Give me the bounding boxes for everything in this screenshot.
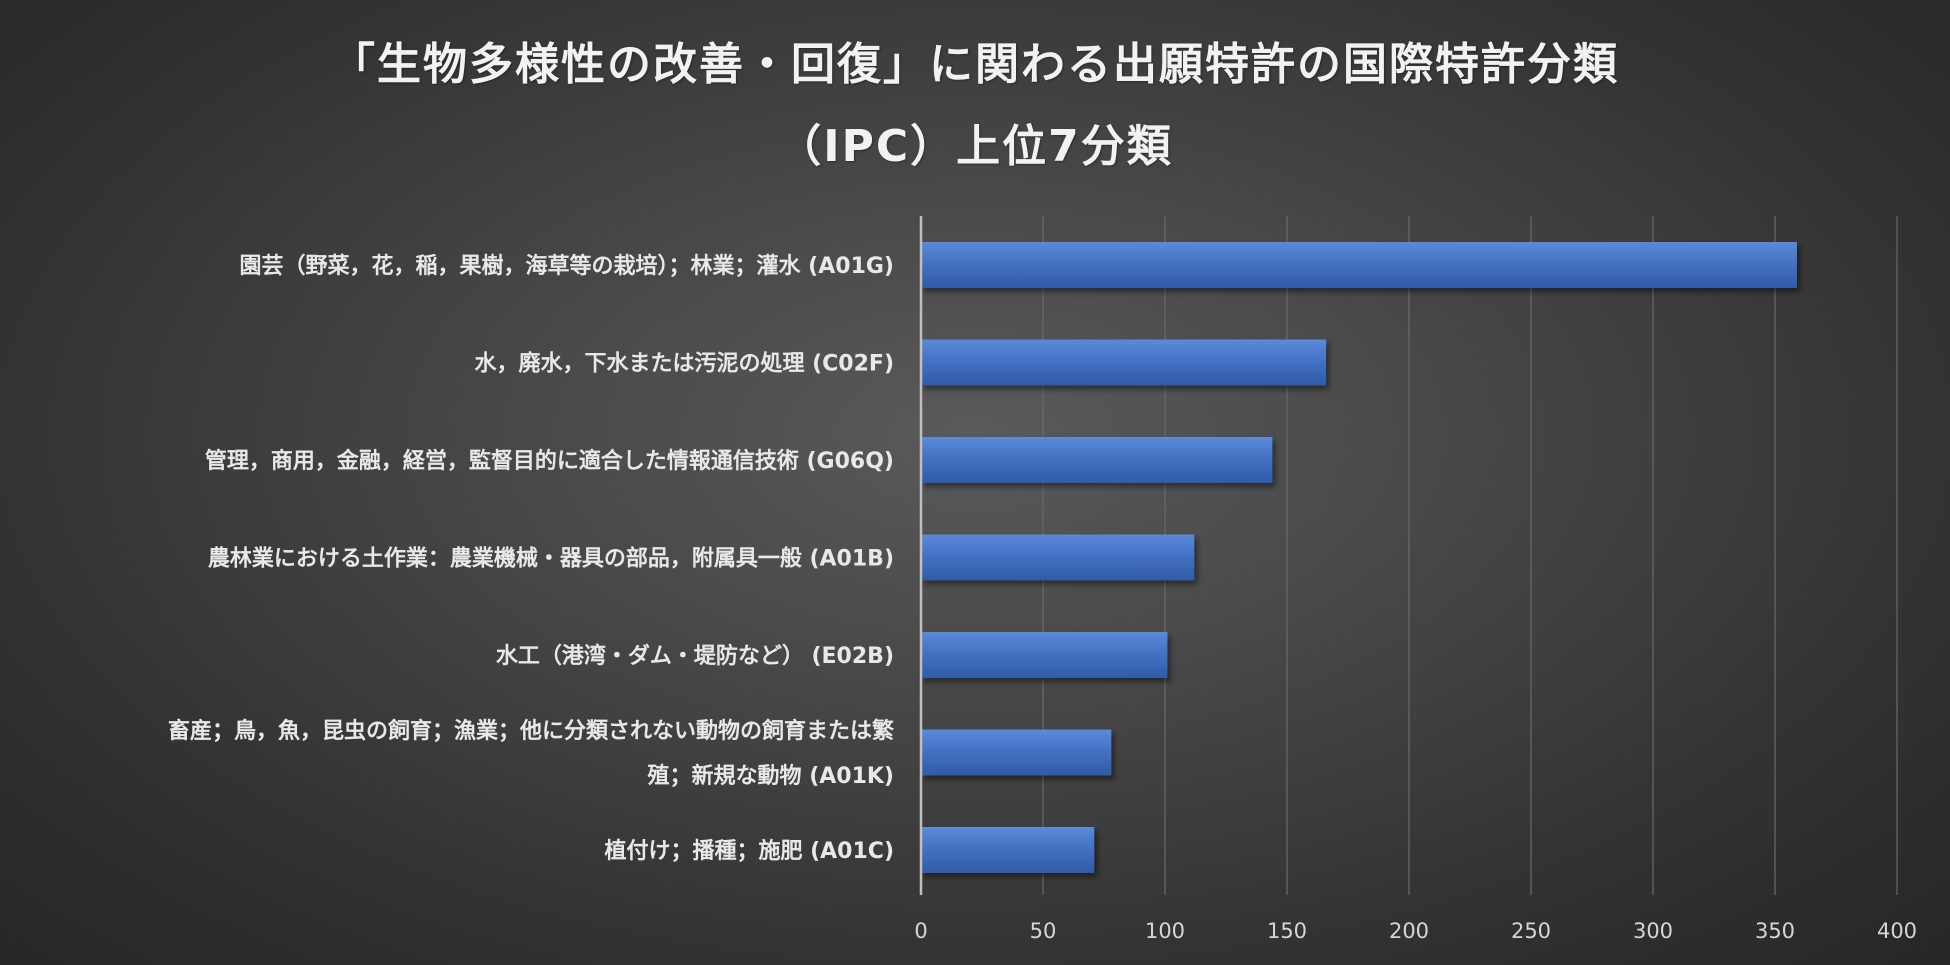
gridlines [1042, 216, 1898, 895]
bar-3 [921, 437, 1273, 483]
category-label-2: 水，廃水，下水または汚泥の処理 (C02F) [474, 351, 894, 377]
bar-6 [921, 729, 1112, 776]
bars [921, 242, 1797, 873]
x-tick-350: 350 [1755, 919, 1795, 943]
x-tick-250: 250 [1511, 919, 1551, 943]
category-label-5: 水工（港湾・ダム・堤防など） (E02B) [496, 643, 894, 669]
x-tick-400: 400 [1877, 919, 1917, 943]
category-labels: 園芸（野菜，花，稲，果樹，海草等の栽培）；林業；灌水 (A01G) 水，廃水，下水… [168, 253, 895, 864]
category-label-7: 植付け；播種；施肥 (A01C) [604, 838, 894, 864]
chart-title-line-2: （IPC）上位7分類 [777, 121, 1173, 172]
bar-1 [921, 242, 1797, 288]
x-tick-300: 300 [1633, 919, 1673, 943]
category-label-1: 園芸（野菜，花，稲，果樹，海草等の栽培）；林業；灌水 (A01G) [240, 253, 894, 279]
x-tick-labels: 0 50 100 150 200 250 300 350 400 [914, 919, 1917, 943]
category-label-3: 管理，商用，金融，経営，監督目的に適合した情報通信技術 (G06Q) [205, 448, 894, 474]
bar-2 [921, 339, 1327, 386]
x-tick-200: 200 [1389, 919, 1429, 943]
x-tick-150: 150 [1267, 919, 1307, 943]
bar-7 [921, 827, 1095, 873]
bar-4 [921, 534, 1195, 581]
category-label-4: 農林業における土作業：農業機械・器具の部品，附属具一般 (A01B) [208, 546, 894, 572]
bar-5 [921, 632, 1168, 678]
chart-title-line-1: 「生物多様性の改善・回復」に関わる出願特許の国際特許分類 [331, 39, 1619, 90]
x-tick-0: 0 [914, 919, 927, 943]
category-label-6: 畜産；鳥，魚，昆虫の飼育；漁業；他に分類されない動物の飼育または繁殖；新規な動物… [168, 718, 895, 789]
x-tick-100: 100 [1145, 919, 1185, 943]
x-tick-50: 50 [1030, 919, 1057, 943]
